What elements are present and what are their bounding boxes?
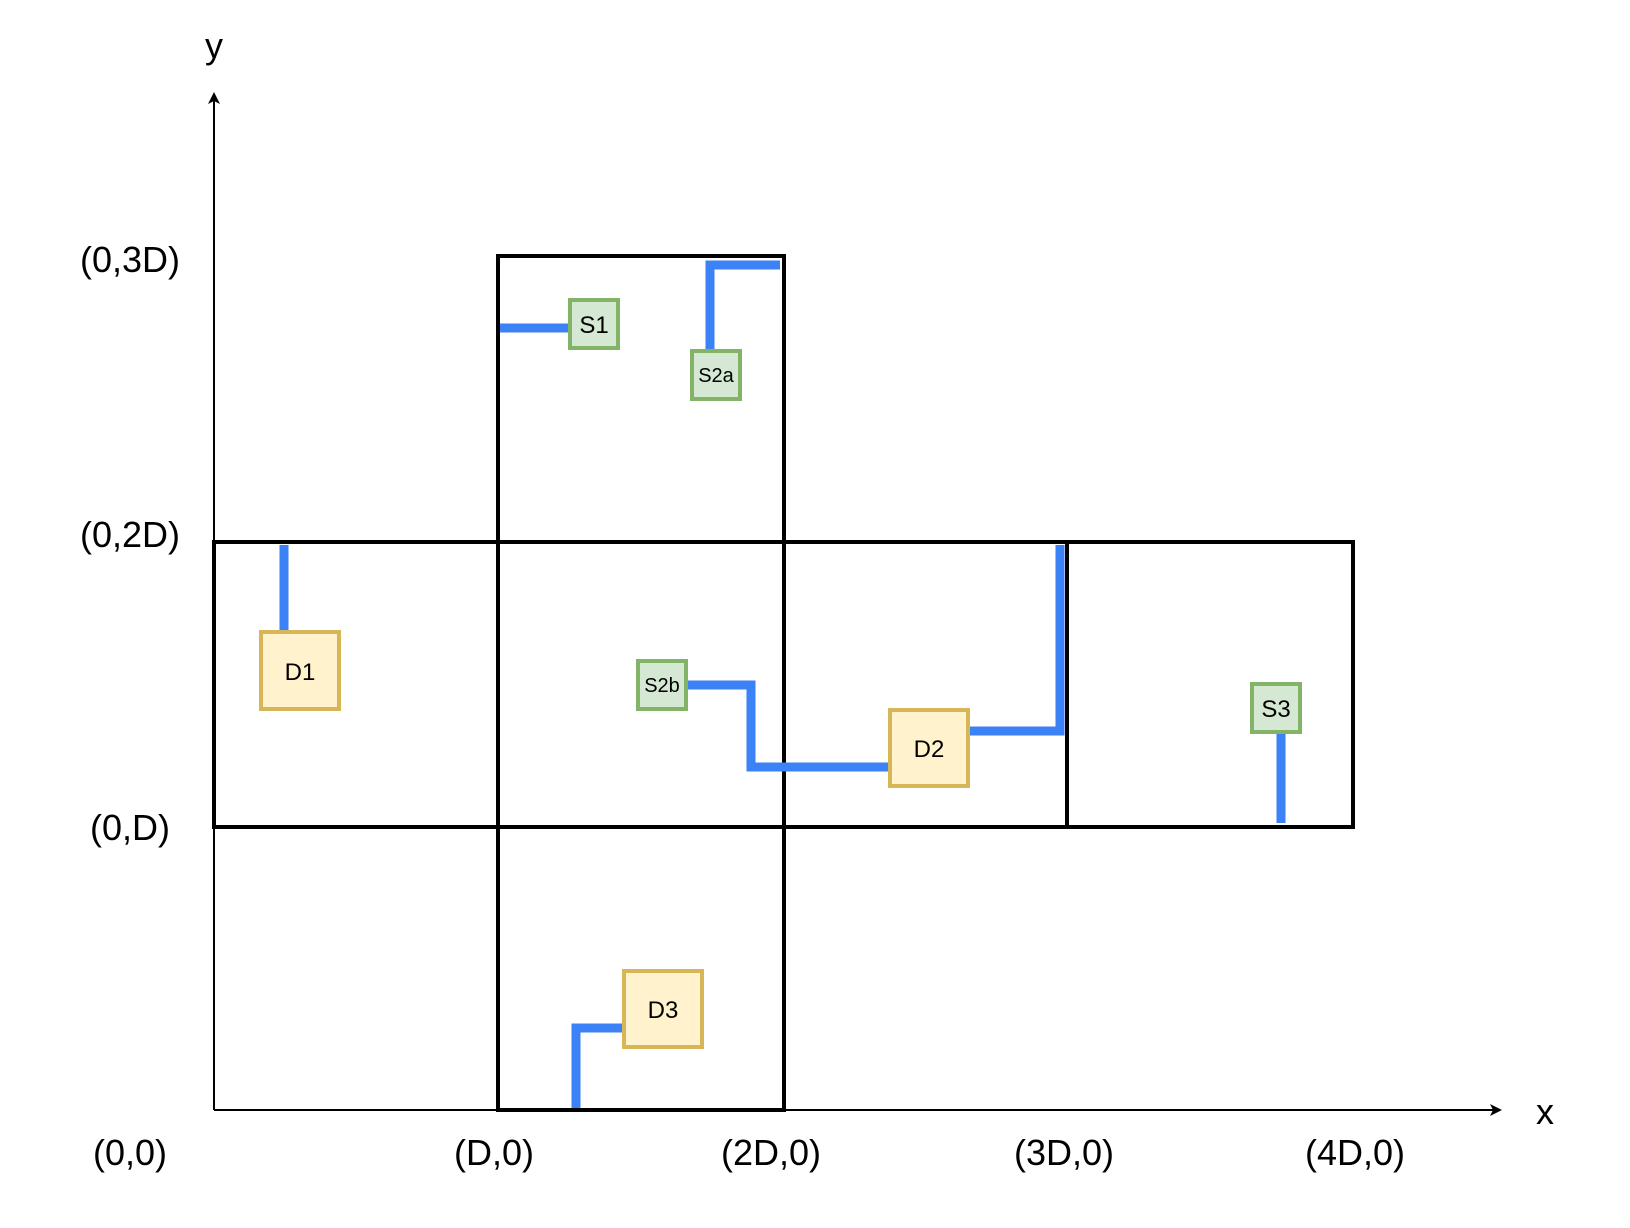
svg-text:S2a: S2a [698, 365, 734, 387]
grid-cell [1065, 540, 1355, 829]
svg-text:D1: D1 [285, 659, 316, 686]
svg-text:D2: D2 [914, 736, 945, 763]
x-tick-label: (3D,0) [1014, 1132, 1114, 1173]
svg-text:S3: S3 [1261, 696, 1290, 723]
y-tick-label: (0,3D) [80, 239, 180, 280]
x-tick-label: (2D,0) [721, 1132, 821, 1173]
wires [279, 260, 1286, 1108]
node-s2a: S2a [690, 349, 742, 401]
x-tick-label: (D,0) [454, 1132, 534, 1173]
grid-cell [496, 825, 786, 1112]
svg-text:S1: S1 [579, 312, 608, 339]
svg-text:S2b: S2b [644, 675, 680, 697]
x-tick-label: (4D,0) [1305, 1132, 1405, 1173]
svg-text:D3: D3 [648, 997, 679, 1024]
origin-label: (0,0) [93, 1132, 167, 1173]
wire-s2b-d2 [688, 680, 890, 772]
x-axis-label: x [1536, 1091, 1554, 1132]
wire-s2a [705, 260, 780, 350]
wire-d2-up [968, 545, 1065, 736]
grid-cell [212, 540, 500, 829]
node-s2b: S2b [636, 659, 688, 711]
node-s1: S1 [568, 298, 620, 350]
y-tick-label: (0,D) [90, 807, 170, 848]
node-d2: D2 [888, 708, 970, 788]
node-s3: S3 [1250, 682, 1302, 734]
y-tick-label: (0,2D) [80, 514, 180, 555]
node-d1: D1 [259, 630, 341, 711]
y-axis-label: y [205, 25, 223, 66]
node-d3: D3 [622, 969, 704, 1049]
wire-d3 [571, 1023, 625, 1108]
